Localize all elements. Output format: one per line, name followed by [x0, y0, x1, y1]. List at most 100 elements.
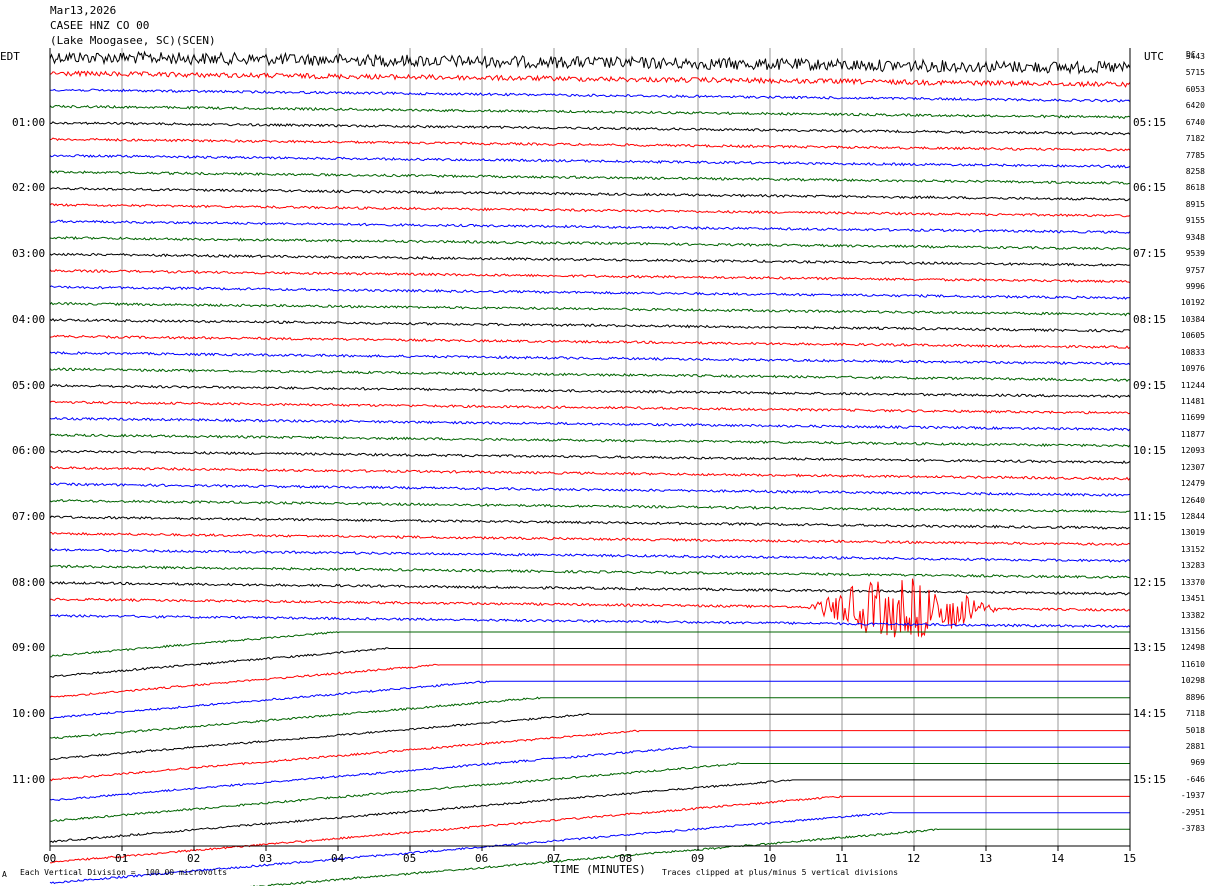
left-hour-label: 02:00: [12, 181, 46, 195]
seismic-trace-22: [49, 416, 1131, 432]
x-tick-label: 11: [835, 852, 849, 865]
plot-date: Mar13,2026: [50, 4, 117, 17]
left-hour-label: 09:00: [12, 641, 46, 655]
seismic-trace-15: [49, 301, 1131, 317]
dc-offset-label: 13451: [1180, 594, 1205, 604]
seismic-trace-3: [49, 104, 1131, 120]
dc-offset-label: 11699: [1180, 413, 1205, 423]
seismic-trace-20: [49, 383, 1131, 399]
seismic-trace-6: [49, 154, 1131, 169]
right-hour-label: 12:15: [1133, 575, 1167, 589]
seismic-trace-18: [49, 351, 1131, 366]
dc-offset-label: 12093: [1180, 446, 1205, 456]
dc-offset-label: 8896: [1185, 692, 1205, 702]
seismic-trace-9: [49, 203, 1131, 218]
x-tick-label: 05: [403, 852, 417, 865]
seismic-trace-40: [49, 712, 1130, 761]
left-hour-label: 03:00: [12, 247, 46, 261]
x-tick-label: 02: [187, 852, 201, 865]
x-tick-label: 03: [259, 852, 273, 865]
x-tick-label: 12: [907, 852, 921, 865]
right-hour-label: 15:15: [1133, 772, 1167, 786]
seismic-trace-13: [49, 268, 1131, 284]
x-tick-label: 14: [1051, 852, 1065, 865]
seismic-trace-29: [49, 531, 1131, 546]
dc-offset-label: 9757: [1185, 265, 1205, 275]
x-tick-label: 08: [619, 852, 633, 865]
dc-offset-label: 5443: [1185, 52, 1205, 61]
seismic-trace-21: [49, 400, 1131, 415]
dc-offset-label: 11877: [1180, 429, 1205, 439]
dc-offset-label: 12479: [1180, 479, 1205, 489]
dc-offset-label: 12498: [1180, 643, 1205, 653]
station-location: (Lake Moogasee, SC)(SCEN): [50, 34, 216, 47]
dc-offset-label: 10605: [1180, 331, 1205, 341]
right-timezone-label: UTC: [1144, 50, 1164, 63]
seismic-trace-7: [49, 170, 1131, 185]
x-tick-label: 00: [43, 852, 57, 865]
seismic-trace-37: [49, 663, 1130, 698]
seismic-trace-4: [49, 121, 1131, 136]
seismic-trace-24: [49, 449, 1131, 465]
dc-offset-label: 9996: [1185, 282, 1205, 292]
dc-offset-label: 8258: [1185, 167, 1205, 176]
right-hour-label: 06:15: [1133, 181, 1167, 195]
seismic-trace-36: [50, 647, 1130, 679]
seismic-trace-30: [49, 548, 1131, 563]
right-hour-label: 05:15: [1133, 115, 1167, 129]
x-tick-label: 15: [1123, 852, 1137, 865]
dc-offset-label: 12844: [1180, 512, 1205, 522]
seismic-trace-17: [49, 334, 1131, 349]
seismic-trace-45: [49, 795, 1130, 864]
dc-offset-label: 9155: [1185, 216, 1205, 226]
seismic-trace-34: [49, 613, 1131, 629]
seismic-trace-28: [49, 515, 1131, 530]
dc-offset-label: 7785: [1185, 150, 1205, 160]
scale-note: Each Vertical Division = 100.00 microvol…: [20, 868, 228, 877]
seismic-trace-5: [49, 137, 1131, 152]
dc-offset-label: 8618: [1185, 183, 1205, 193]
right-hour-label: 08:15: [1133, 312, 1167, 326]
left-hour-label: 01:00: [12, 115, 46, 129]
left-hour-label: 08:00: [12, 575, 46, 589]
dc-offset-label: 12307: [1180, 462, 1205, 472]
dc-offset-label: 12640: [1180, 495, 1205, 505]
dc-offset-label: -2951: [1180, 807, 1205, 817]
seismic-trace-14: [49, 285, 1131, 300]
left-hour-label: 10:00: [12, 707, 46, 721]
right-hour-label: 13:15: [1133, 641, 1167, 655]
seismic-trace-38: [49, 680, 1130, 720]
x-axis-title: TIME (MINUTES): [553, 863, 646, 876]
x-tick-label: 07: [547, 852, 561, 865]
left-hour-label: 06:00: [12, 444, 46, 458]
seismic-trace-44: [49, 779, 1130, 844]
dc-offset-label: 6053: [1185, 84, 1205, 94]
seismic-trace-27: [49, 499, 1131, 514]
dc-offset-label: -3783: [1180, 824, 1205, 834]
seismic-trace-8: [49, 186, 1131, 202]
dc-offset-label: 13283: [1180, 561, 1205, 571]
x-tick-label: 01: [115, 852, 129, 865]
dc-offset-label: -1937: [1180, 791, 1205, 801]
seismic-trace-47: [250, 828, 1130, 886]
corner-mark: A: [2, 870, 7, 879]
station-code: CASEE HNZ CO 00: [50, 19, 150, 32]
dc-offset-label: 10192: [1180, 298, 1205, 308]
dc-offset-label: 5715: [1185, 68, 1205, 78]
dc-offset-label: 5018: [1185, 725, 1205, 735]
dc-offset-label: 11610: [1180, 659, 1205, 669]
dc-offset-label: 13370: [1180, 577, 1205, 587]
seismic-trace-23: [49, 433, 1131, 448]
x-axis-ticks: [49, 846, 1131, 851]
x-tick-label: 09: [691, 852, 705, 865]
seismic-trace-26: [49, 482, 1131, 497]
dc-offset-label: 11244: [1180, 380, 1205, 390]
seismic-trace-42: [49, 745, 1130, 802]
x-tick-label: 13: [979, 852, 993, 865]
left-hour-label: 05:00: [12, 378, 46, 392]
x-tick-label: 10: [763, 852, 777, 865]
right-hour-label: 10:15: [1133, 444, 1167, 458]
seismic-trace-11: [49, 236, 1131, 251]
seismic-trace-10: [49, 219, 1131, 234]
dc-offset-label: 13152: [1180, 544, 1205, 554]
